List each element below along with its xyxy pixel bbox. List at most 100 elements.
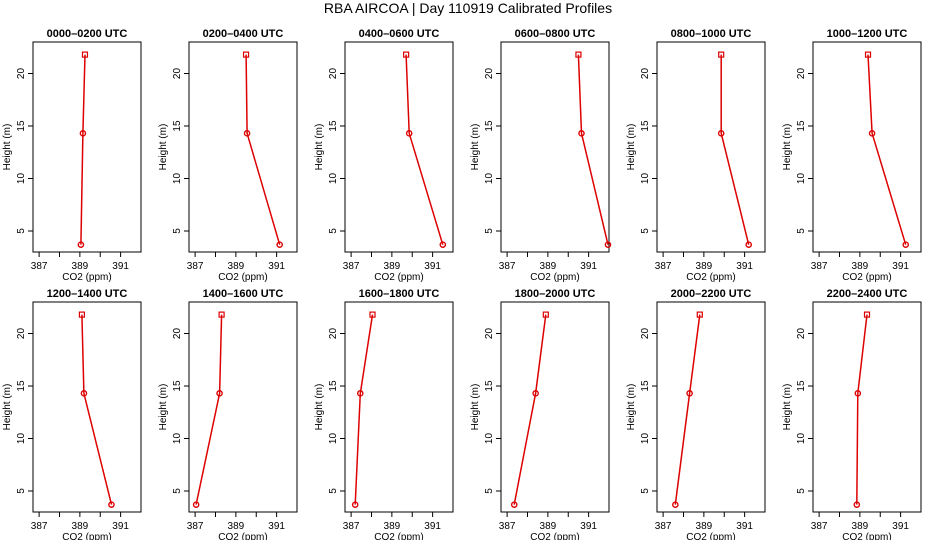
y-tick-label: 10 xyxy=(796,173,807,185)
data-point xyxy=(79,130,87,137)
panel-title: 0400–0600 UTC xyxy=(359,28,440,40)
y-tick-label: 20 xyxy=(484,328,495,340)
data-point xyxy=(542,311,549,318)
x-tick-label: 387 xyxy=(655,521,672,532)
x-tick-label: 389 xyxy=(384,261,401,272)
series-line xyxy=(81,314,113,505)
panel-title: 0600–0800 UTC xyxy=(515,28,596,40)
y-tick-label: 10 xyxy=(16,433,27,445)
y-tick-label: 20 xyxy=(328,328,339,340)
x-axis-label: CO2 (ppm) xyxy=(842,272,891,283)
data-point xyxy=(80,390,88,397)
y-tick-label: 5 xyxy=(484,488,495,494)
y-tick-label: 15 xyxy=(328,380,339,392)
series-line xyxy=(867,54,907,245)
y-tick-label: 10 xyxy=(328,173,339,185)
y-tick-label: 20 xyxy=(640,68,651,80)
data-point xyxy=(403,51,410,58)
series-line xyxy=(577,54,609,245)
series-line xyxy=(245,54,281,245)
data-point xyxy=(853,501,861,508)
x-tick-label: 391 xyxy=(268,261,285,272)
y-tick-label: 20 xyxy=(172,328,183,340)
x-tick-label: 387 xyxy=(187,521,204,532)
data-point xyxy=(81,51,89,58)
panel-title: 1200–1400 UTC xyxy=(47,288,128,300)
y-tick-label: 15 xyxy=(484,120,495,132)
y-tick-label: 15 xyxy=(640,120,651,132)
x-tick-label: 389 xyxy=(228,521,245,532)
data-point xyxy=(854,390,862,397)
x-tick-label: 387 xyxy=(31,261,48,272)
series-line xyxy=(405,54,444,245)
plot-frame xyxy=(344,41,454,253)
series-line xyxy=(720,54,750,245)
data-point xyxy=(604,241,612,248)
y-axis-label: Height (m) xyxy=(2,384,13,431)
x-tick-label: 391 xyxy=(580,261,597,272)
x-tick-label: 389 xyxy=(384,521,401,532)
y-axis-label: Height (m) xyxy=(158,384,169,431)
x-axis-label: CO2 (ppm) xyxy=(62,532,111,540)
y-tick-label: 20 xyxy=(796,68,807,80)
x-tick-label: 387 xyxy=(343,261,360,272)
y-axis-label: Height (m) xyxy=(626,124,637,171)
data-point xyxy=(369,311,376,318)
data-point xyxy=(242,51,250,58)
data-point xyxy=(863,311,871,318)
y-tick-label: 20 xyxy=(640,328,651,340)
x-axis-label: CO2 (ppm) xyxy=(530,272,579,283)
series-line xyxy=(674,314,701,505)
y-tick-label: 10 xyxy=(640,433,651,445)
y-axis-label: Height (m) xyxy=(782,124,793,171)
data-point xyxy=(351,501,359,508)
y-tick-label: 5 xyxy=(16,488,27,494)
data-point xyxy=(745,241,752,248)
data-point xyxy=(78,311,86,318)
data-point xyxy=(108,501,115,508)
x-tick-label: 389 xyxy=(72,521,89,532)
panel-title: 1800–2000 UTC xyxy=(515,288,596,300)
y-axis-label: Height (m) xyxy=(782,384,793,431)
panel-title: 1000–1200 UTC xyxy=(827,28,908,40)
x-tick-label: 391 xyxy=(580,521,597,532)
x-tick-label: 389 xyxy=(852,521,869,532)
y-tick-label: 10 xyxy=(172,433,183,445)
data-point xyxy=(216,390,223,397)
y-tick-label: 5 xyxy=(328,488,339,494)
x-axis-label: CO2 (ppm) xyxy=(218,272,267,283)
figure-title: RBA AIRCOA | Day 110919 Calibrated Profi… xyxy=(324,0,612,16)
data-point xyxy=(532,390,539,397)
panel-title: 0200–0400 UTC xyxy=(203,28,284,40)
y-tick-label: 20 xyxy=(796,328,807,340)
panel-title: 1600–1800 UTC xyxy=(359,288,440,300)
panel-title: 0000–0200 UTC xyxy=(47,28,128,40)
data-point xyxy=(218,311,225,318)
x-tick-label: 389 xyxy=(696,261,713,272)
series-line xyxy=(513,314,547,505)
data-point xyxy=(356,390,364,397)
plot-frame xyxy=(32,301,142,513)
plot-frame xyxy=(500,41,610,253)
y-axis-label: Height (m) xyxy=(470,124,481,171)
y-tick-label: 15 xyxy=(16,380,27,392)
data-point xyxy=(192,501,200,508)
y-tick-label: 5 xyxy=(796,228,807,234)
y-tick-label: 20 xyxy=(328,68,339,80)
x-tick-label: 391 xyxy=(424,261,441,272)
data-point xyxy=(696,311,703,318)
y-tick-label: 20 xyxy=(16,68,27,80)
y-axis-label: Height (m) xyxy=(2,124,13,171)
y-tick-label: 10 xyxy=(328,433,339,445)
data-point xyxy=(718,51,725,58)
y-tick-label: 20 xyxy=(484,68,495,80)
y-axis-label: Height (m) xyxy=(314,384,325,431)
x-axis-label: CO2 (ppm) xyxy=(530,532,579,540)
